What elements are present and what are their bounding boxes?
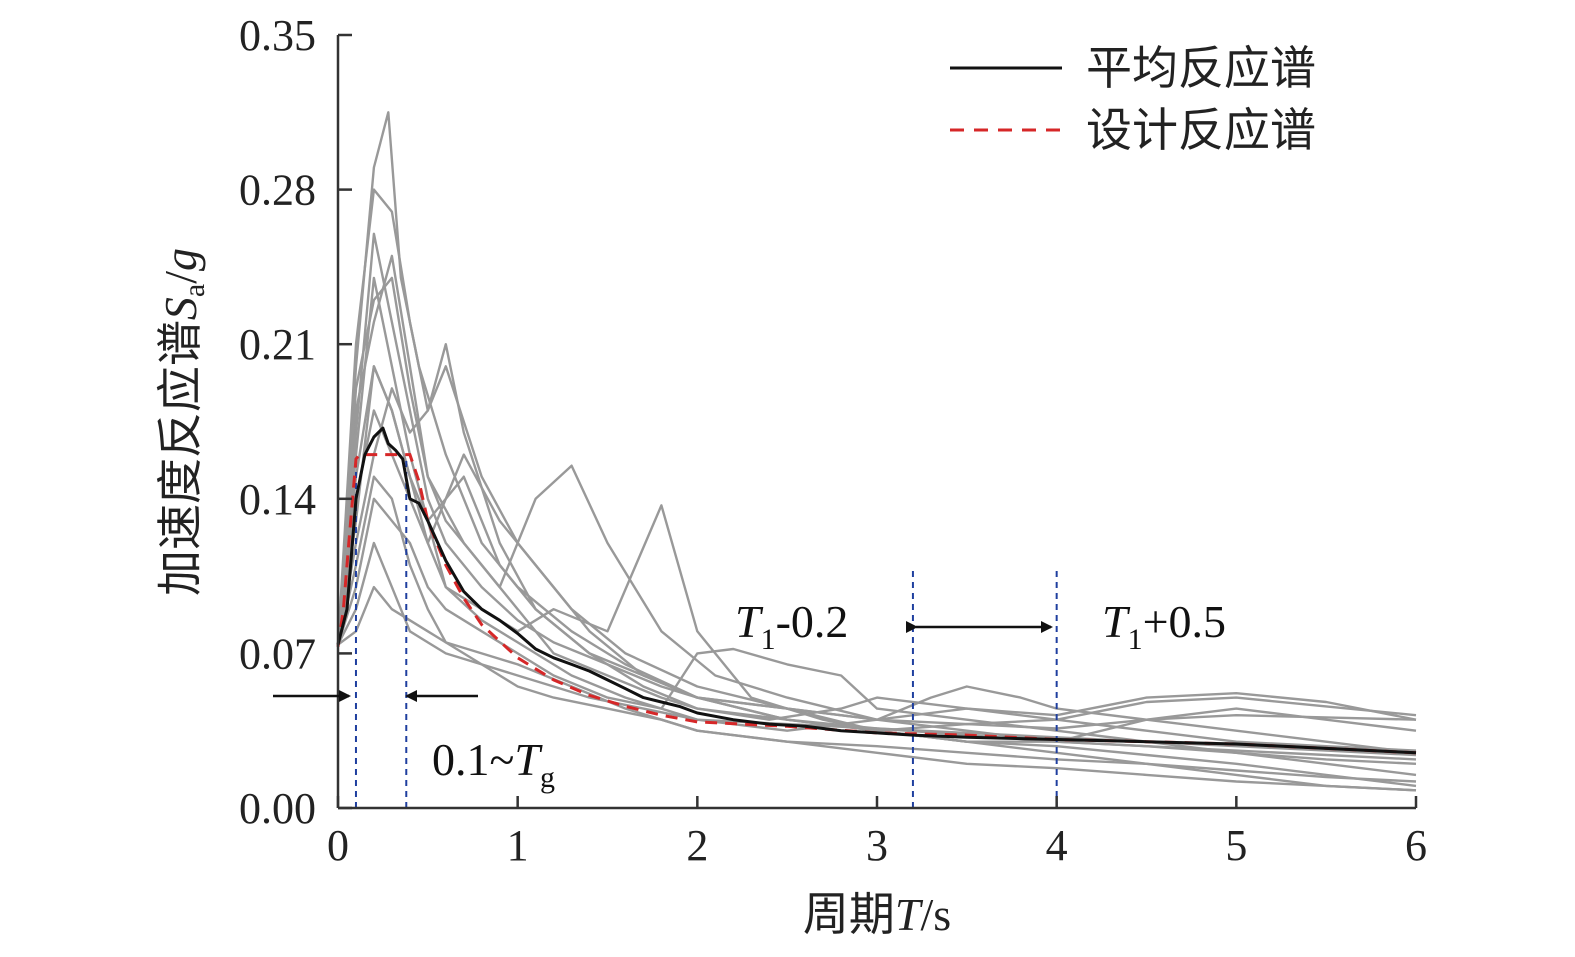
record-spectrum-line-10 [336, 232, 1417, 726]
y-tick-label-5: 0.35 [239, 11, 316, 60]
x-tick-label-0: 0 [327, 821, 349, 870]
record-spectrum-line-4 [336, 365, 1417, 788]
x-tick-label-3: 3 [866, 821, 888, 870]
reference-lines-group [354, 460, 1058, 808]
record-spectrum-line-11 [336, 541, 1417, 757]
record-spectrum-line-9 [336, 475, 1417, 783]
design-spectrum-line [336, 453, 1417, 755]
period-range-arrows [273, 621, 1053, 702]
mean-spectrum-group [336, 426, 1417, 755]
record-spectrum-line-13 [336, 276, 1417, 761]
record-spectrum-line-12 [336, 365, 1417, 752]
x-tick-label-2: 2 [686, 821, 708, 870]
y-tick-label-4: 0.28 [239, 166, 316, 215]
y-tick-label-0: 0.00 [239, 784, 316, 833]
record-spectrum-line-7 [336, 276, 1417, 754]
mean-spectrum-line [336, 426, 1417, 755]
axis-ticks-group: 0 1 2 3 4 5 6 0.00 0.07 0.14 0.21 0.28 0.35 [239, 11, 1427, 870]
y-tick-label-2: 0.14 [239, 475, 316, 524]
annotation-range-low: 0.1~Tg [432, 734, 555, 794]
y-axis-title: 加速度反应谱Sa/g [155, 248, 211, 596]
record-spectrum-line-1 [336, 111, 1417, 732]
design-spectrum-group [336, 453, 1417, 755]
x-axis-title: 周期T/s [803, 889, 951, 940]
annotation-t1-minus: T1-0.2 [735, 596, 848, 656]
x-tick-label-6: 6 [1405, 821, 1427, 870]
record-spectrum-line-5 [336, 343, 1417, 792]
x-tick-label-5: 5 [1225, 821, 1247, 870]
y-tick-label-3: 0.21 [239, 320, 316, 369]
annotation-t1-plus: T1+0.5 [1102, 596, 1226, 656]
x-tick-label-1: 1 [507, 821, 529, 870]
record-spectrum-line-8 [336, 409, 1417, 743]
legend-label-design: 设计反应谱 [1086, 105, 1316, 156]
record-spectrum-line-2 [336, 188, 1417, 721]
legend-label-mean: 平均反应谱 [1086, 43, 1316, 94]
y-tick-label-1: 0.07 [239, 629, 316, 678]
record-spectra-group [336, 111, 1417, 792]
legend: 平均反应谱 设计反应谱 [950, 43, 1316, 156]
x-tick-label-4: 4 [1046, 821, 1068, 870]
